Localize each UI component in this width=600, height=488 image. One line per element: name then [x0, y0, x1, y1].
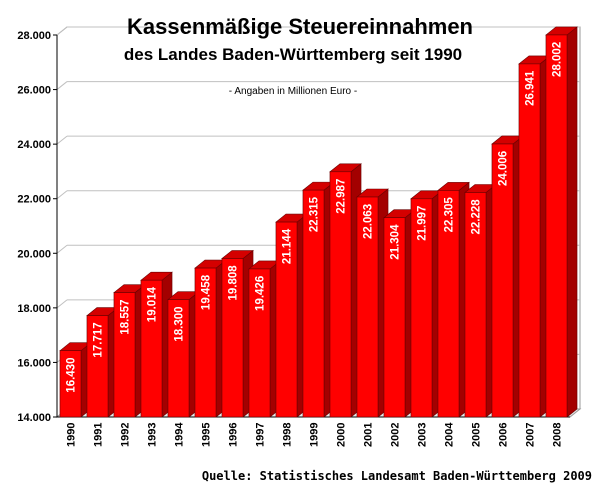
- x-tick-label: 1993: [147, 423, 159, 447]
- data-label: 22.063: [363, 204, 375, 239]
- data-label: 19.426: [255, 276, 267, 311]
- y-tick-label: 18.000: [17, 303, 51, 315]
- data-label: 22.305: [444, 197, 456, 233]
- bar: [302, 189, 325, 418]
- bar: [410, 198, 433, 418]
- y-tick-label: 24.000: [17, 139, 51, 151]
- data-label: 18.300: [174, 306, 186, 341]
- data-label: 22.315: [309, 196, 321, 232]
- bar: [329, 171, 352, 418]
- bar: [491, 143, 514, 418]
- gridline-depth: [56, 81, 68, 90]
- bar: [518, 63, 541, 418]
- bar: [248, 268, 271, 418]
- x-tick-label: 1995: [201, 423, 213, 447]
- axes: 14.000 16.000 18.000 20.000 22.000 24.000 26.0…: [17, 30, 570, 447]
- bar: [275, 221, 298, 418]
- y-tick-label: 20.000: [17, 248, 51, 260]
- data-label: 28.002: [552, 42, 564, 77]
- bars: [59, 26, 578, 418]
- gridline-depth: [56, 135, 68, 145]
- bar: [140, 279, 163, 418]
- y-tick-label: 14.000: [17, 412, 51, 424]
- x-tick-label: 2005: [471, 423, 483, 447]
- x-tick-label: 1997: [255, 423, 267, 447]
- x-tick-label: 1999: [309, 423, 321, 447]
- y-tick-label: 28.000: [17, 30, 51, 42]
- bar: [221, 258, 244, 418]
- x-tick-label: 2001: [363, 423, 375, 447]
- data-label: 17.717: [93, 322, 105, 357]
- y-tick-label: 16.000: [17, 357, 51, 369]
- data-label: 19.808: [228, 265, 240, 301]
- data-label: 22.228: [471, 199, 483, 235]
- gridline-depth: [56, 299, 68, 309]
- bar: [167, 299, 190, 418]
- x-tick-label: 2008: [552, 423, 564, 447]
- bar: [356, 196, 379, 418]
- y-tick-label: 26.000: [17, 85, 51, 97]
- gridline-depth: [56, 190, 68, 200]
- gridline-depth: [56, 26, 68, 36]
- x-tick-label: 1991: [93, 423, 105, 447]
- y-tick-label: 22.000: [17, 194, 51, 206]
- x-tick-label: 2002: [390, 423, 402, 447]
- chart-title: Kassenmäßige Steuereinnahmen: [127, 14, 473, 39]
- x-tick-label: 1994: [174, 422, 186, 447]
- bar: [464, 192, 487, 418]
- source-note: Quelle: Statistisches Landesamt Baden-Wü…: [202, 469, 592, 483]
- data-label: 22.987: [336, 179, 348, 214]
- x-tick-label: 2003: [417, 423, 429, 447]
- bar: [383, 217, 406, 418]
- x-tick-label: 2004: [444, 422, 456, 447]
- chart-subtitle: des Landes Baden-Württemberg seit 1990: [124, 45, 462, 64]
- data-label: 21.304: [390, 224, 402, 260]
- bar: [59, 350, 82, 418]
- data-label: 16.430: [66, 358, 78, 393]
- gridline-depth: [56, 244, 68, 254]
- bar: [113, 292, 136, 418]
- bar: [545, 34, 568, 418]
- x-tick-label: 1998: [282, 423, 294, 447]
- bar: [194, 267, 217, 418]
- data-label: 19.458: [201, 274, 213, 310]
- x-tick-label: 2000: [336, 423, 348, 447]
- data-label: 26.941: [525, 70, 537, 106]
- bar-side: [566, 26, 578, 418]
- x-tick-label: 1996: [228, 423, 240, 447]
- x-tick-label: 1992: [120, 423, 132, 447]
- data-labels: 16.430 17.717 18.557 19.014 18.300 19.458 19.8…: [66, 42, 564, 393]
- data-label: 19.014: [147, 286, 159, 322]
- data-label: 21.144: [282, 228, 294, 264]
- bar: [437, 190, 460, 418]
- x-tick-label: 1990: [66, 423, 78, 447]
- data-label: 24.006: [498, 151, 510, 186]
- data-label: 21.997: [417, 206, 429, 241]
- bar: [86, 315, 109, 418]
- data-label: 18.557: [120, 299, 132, 334]
- x-tick-label: 2007: [525, 423, 537, 447]
- x-tick-label: 2006: [498, 423, 510, 447]
- chart-note: - Angaben in Millionen Euro -: [229, 86, 357, 97]
